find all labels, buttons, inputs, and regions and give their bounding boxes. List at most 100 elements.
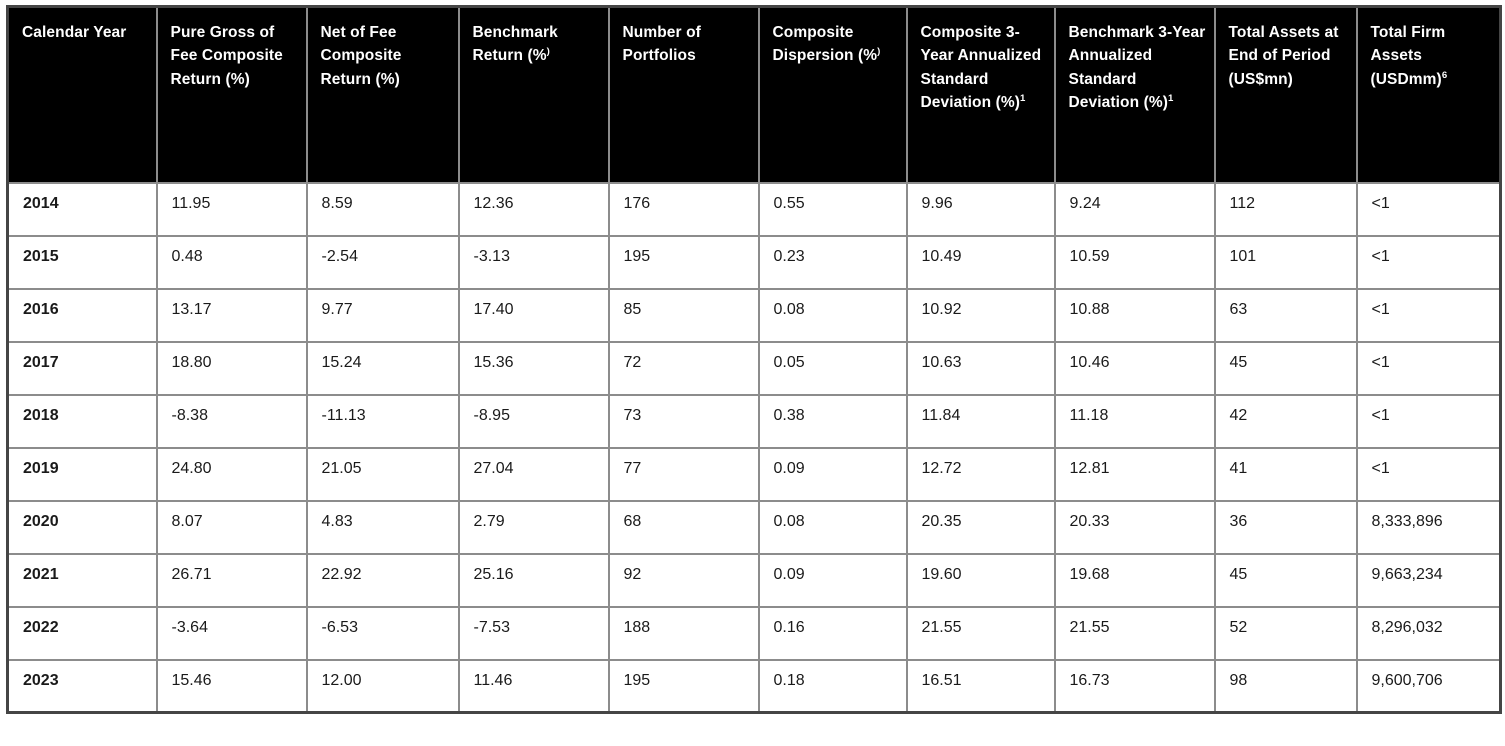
table-cell: 9,600,706 xyxy=(1355,658,1502,714)
table-cell: 11.18 xyxy=(1053,393,1216,449)
column-header: Composite Dispersion (%) xyxy=(757,5,908,184)
table-cell: 0.09 xyxy=(757,552,908,608)
table-cell: -8.95 xyxy=(457,393,610,449)
table-cell: 10.63 xyxy=(905,340,1056,396)
table-cell: 15.24 xyxy=(305,340,460,396)
table-cell: 16.51 xyxy=(905,658,1056,714)
table-cell: 63 xyxy=(1213,287,1358,343)
row-year: 2021 xyxy=(6,552,158,608)
row-year: 2015 xyxy=(6,234,158,290)
column-header: Benchmark 3-Year Annualized Standard Dev… xyxy=(1053,5,1216,184)
table-cell: 21.05 xyxy=(305,446,460,502)
composite-performance-table: Calendar Year Pure Gross of Fee Composite… xyxy=(6,5,1502,714)
table-cell: 4.83 xyxy=(305,499,460,555)
table-cell: 17.40 xyxy=(457,287,610,343)
table-cell: 176 xyxy=(607,181,760,237)
table-cell: 0.48 xyxy=(155,234,308,290)
row-year: 2023 xyxy=(6,658,158,714)
row-year: 2019 xyxy=(6,446,158,502)
table-cell: 36 xyxy=(1213,499,1358,555)
column-header: Composite 3-Year Annualized Standard Dev… xyxy=(905,5,1056,184)
table-cell: -3.64 xyxy=(155,605,308,661)
table-row: 2015 0.48 -2.54 -3.13 195 0.23 10.49 10.59 101 <1 xyxy=(6,234,1502,290)
table-cell: 77 xyxy=(607,446,760,502)
header-superscript: ) xyxy=(877,46,881,58)
row-year: 2017 xyxy=(6,340,158,396)
table-cell: 0.55 xyxy=(757,181,908,237)
table-cell: 10.92 xyxy=(905,287,1056,343)
table-cell: 12.00 xyxy=(305,658,460,714)
table-cell: 10.49 xyxy=(905,234,1056,290)
table-cell: 112 xyxy=(1213,181,1358,237)
table-cell: 0.08 xyxy=(757,499,908,555)
table-cell: <1 xyxy=(1355,287,1502,343)
table-cell: 8.07 xyxy=(155,499,308,555)
table-row: 2023 15.46 12.00 11.46 195 0.18 16.51 16.73 98 9,… xyxy=(6,658,1502,714)
table-row: 2014 11.95 8.59 12.36 176 0.55 9.96 9.24 112 <1 xyxy=(6,181,1502,237)
table-cell: 0.18 xyxy=(757,658,908,714)
table-cell: 45 xyxy=(1213,552,1358,608)
table-cell: 27.04 xyxy=(457,446,610,502)
table-row: 2018 -8.38 -11.13 -8.95 73 0.38 11.84 11.18 42 <1 xyxy=(6,393,1502,449)
table-cell: 12.36 xyxy=(457,181,610,237)
table-cell: 188 xyxy=(607,605,760,661)
table-cell: 20.33 xyxy=(1053,499,1216,555)
table-cell: <1 xyxy=(1355,393,1502,449)
table-cell: 0.08 xyxy=(757,287,908,343)
row-year: 2022 xyxy=(6,605,158,661)
table-cell: 21.55 xyxy=(905,605,1056,661)
table-cell: 2.79 xyxy=(457,499,610,555)
table-cell: 68 xyxy=(607,499,760,555)
table-cell: 21.55 xyxy=(1053,605,1216,661)
table-cell: 41 xyxy=(1213,446,1358,502)
table-cell: 98 xyxy=(1213,658,1358,714)
column-header: Benchmark Return (%) xyxy=(457,5,610,184)
table-cell: 12.81 xyxy=(1053,446,1216,502)
column-header: Net of Fee Composite Return (%) xyxy=(305,5,460,184)
table-cell: 20.35 xyxy=(905,499,1056,555)
table-cell: 8,333,896 xyxy=(1355,499,1502,555)
table-cell: 12.72 xyxy=(905,446,1056,502)
header-row: Calendar Year Pure Gross of Fee Composite… xyxy=(6,5,1502,184)
table-cell: 45 xyxy=(1213,340,1358,396)
table-row: 2020 8.07 4.83 2.79 68 0.08 20.35 20.33 36 8,333,… xyxy=(6,499,1502,555)
table-row: 2019 24.80 21.05 27.04 77 0.09 12.72 12.81 41 <1 xyxy=(6,446,1502,502)
table-cell: <1 xyxy=(1355,340,1502,396)
table-cell: 195 xyxy=(607,658,760,714)
table-cell: 10.88 xyxy=(1053,287,1216,343)
table-cell: 101 xyxy=(1213,234,1358,290)
table-cell: -11.13 xyxy=(305,393,460,449)
row-year: 2020 xyxy=(6,499,158,555)
table-cell: 11.95 xyxy=(155,181,308,237)
table-cell: 9.24 xyxy=(1053,181,1216,237)
table-cell: -2.54 xyxy=(305,234,460,290)
table-cell: 0.09 xyxy=(757,446,908,502)
table-cell: 25.16 xyxy=(457,552,610,608)
column-header: Pure Gross of Fee Composite Return (%) xyxy=(155,5,308,184)
table-cell: <1 xyxy=(1355,234,1502,290)
row-year: 2014 xyxy=(6,181,158,237)
table-row: 2021 26.71 22.92 25.16 92 0.09 19.60 19.68 45 9,6… xyxy=(6,552,1502,608)
table-cell: <1 xyxy=(1355,446,1502,502)
table-cell: 10.46 xyxy=(1053,340,1216,396)
table-cell: 0.23 xyxy=(757,234,908,290)
table-cell: 11.46 xyxy=(457,658,610,714)
table-cell: 52 xyxy=(1213,605,1358,661)
table-cell: 72 xyxy=(607,340,760,396)
table-row: 2016 13.17 9.77 17.40 85 0.08 10.92 10.88 63 <1 xyxy=(6,287,1502,343)
table-cell: 42 xyxy=(1213,393,1358,449)
table-cell: 13.17 xyxy=(155,287,308,343)
table-cell: 15.36 xyxy=(457,340,610,396)
table-cell: 9.77 xyxy=(305,287,460,343)
table-cell: -7.53 xyxy=(457,605,610,661)
table-cell: 19.68 xyxy=(1053,552,1216,608)
table-cell: 10.59 xyxy=(1053,234,1216,290)
table-cell: 73 xyxy=(607,393,760,449)
table-cell: 22.92 xyxy=(305,552,460,608)
row-year: 2016 xyxy=(6,287,158,343)
header-superscript: 1 xyxy=(1019,92,1026,104)
column-header: Total Assets at End of Period (US$mn) xyxy=(1213,5,1358,184)
column-header: Total Firm Assets (USDmm)6 xyxy=(1355,5,1502,184)
table-row: 2022 -3.64 -6.53 -7.53 188 0.16 21.55 21.55 52 8,… xyxy=(6,605,1502,661)
